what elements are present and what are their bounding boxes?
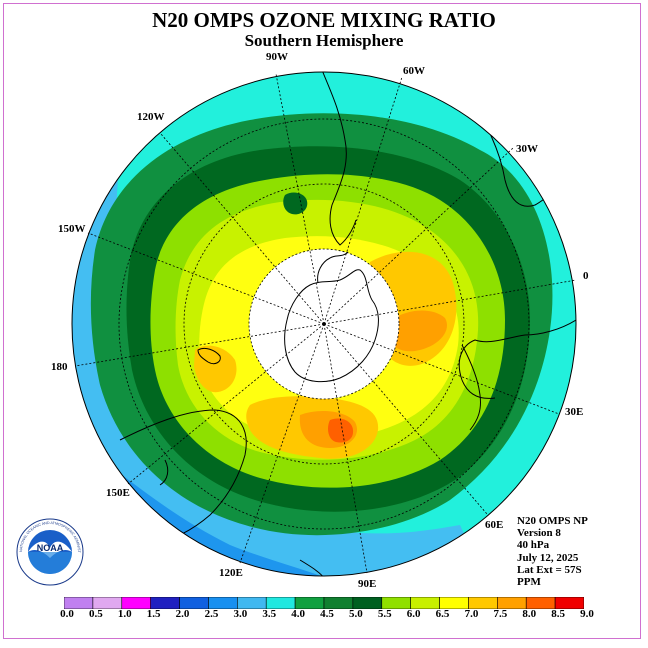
meridian-60w (323, 76, 403, 325)
meridian-60e (323, 323, 488, 515)
antarctic-peninsula (317, 251, 349, 284)
colorbar-tick-label: 3.5 (262, 608, 277, 620)
pressure-label: 40 hPa (517, 539, 550, 552)
lon-label-90e: 90E (358, 578, 376, 590)
band-5-0-patch (283, 192, 308, 215)
band-7-5-east (385, 310, 448, 352)
colorbar-tick-label: 1.5 (146, 608, 161, 620)
graticule (74, 73, 577, 574)
colorbar-tick-label: 7.5 (493, 608, 508, 620)
longitude-labels: 90W 60W 30W 0 30E 60E 90E 120E 150E 180 … (51, 51, 589, 590)
antarctica-coastline (284, 269, 379, 383)
logo-bird-icon (28, 541, 72, 558)
band-7-0-west (194, 345, 237, 393)
colorbar-tick-label: 9.0 (580, 608, 594, 620)
logo-water (28, 552, 72, 574)
colorbar-tick-label: 2.0 (175, 608, 190, 620)
lon-label-90w: 90W (266, 51, 288, 63)
noaa-logo: NOAA NATIONAL OCEANIC AND ATMOSPHERIC AD… (16, 518, 84, 586)
lon-label-180: 180 (51, 361, 68, 373)
indian-ocean-coast (299, 559, 327, 576)
lon-label-120w: 120W (137, 111, 165, 123)
madagascar (461, 344, 481, 431)
band-8-0 (328, 418, 354, 443)
logo-text: NOAA (37, 543, 64, 553)
version-label: Version 8 (517, 527, 561, 540)
colorbar-tick-label: 4.0 (291, 608, 305, 620)
lon-label-60w: 60W (403, 65, 425, 77)
colorbar-tick-label: 6.5 (435, 608, 450, 620)
south-america-coastline (321, 72, 357, 246)
meridian-120w (160, 133, 325, 325)
lat-ext-label: Lat Ext = 57S (517, 563, 582, 576)
tasmania (159, 459, 169, 486)
colorbar-tick-label: 5.0 (349, 608, 363, 620)
map-title: N20 OMPS OZONE MIXING RATIO (152, 8, 496, 32)
map-boundary (71, 71, 577, 577)
colorbar-tick-label: 3.0 (233, 608, 248, 620)
meridian-90w (275, 73, 325, 325)
colorbar-tick-label: 6.0 (406, 608, 421, 620)
meridian-30w (323, 147, 514, 325)
lat-circle-inner (248, 248, 400, 400)
colorbar-tick-label: 8.5 (551, 608, 565, 620)
instrument-label: N20 OMPS NP (517, 515, 588, 527)
south-pole-marker (322, 322, 326, 326)
colorbar-tick-label: 5.5 (377, 608, 392, 620)
africa-south-coastline (458, 319, 576, 399)
lon-label-0: 0 (583, 270, 589, 282)
lon-label-120e: 120E (219, 567, 243, 579)
meridian-30e (323, 323, 560, 415)
lat-circle-outer (118, 118, 530, 530)
lat-circle-mid (183, 183, 465, 465)
colorbar-tick-label: 4.5 (320, 608, 334, 620)
lon-label-30e: 30E (565, 406, 583, 418)
colorbar (64, 597, 584, 609)
colorbar-tick-label: 8.0 (522, 608, 537, 620)
units-label: PPM (517, 576, 541, 589)
colorbar-tick-label: 7.0 (464, 608, 479, 620)
colorbar-tick-label: 0.0 (60, 608, 74, 620)
colorbar-tick-label: 1.0 (117, 608, 132, 620)
new-zealand (197, 347, 221, 365)
lon-label-150e: 150E (106, 487, 130, 499)
lon-label-60e: 60E (485, 519, 503, 531)
metadata-panel: N20 OMPS NP Version 8 40 hPa July 12, 20… (517, 515, 588, 588)
colorbar-tick-label: 2.5 (204, 608, 219, 620)
lon-label-30w: 30W (516, 143, 538, 155)
map-subtitle: Southern Hemisphere (244, 31, 404, 50)
lon-label-150w: 150W (58, 223, 86, 235)
meridian-0 (323, 279, 577, 325)
date-label: July 12, 2025 (517, 551, 579, 564)
colorbar-tick-label: 0.5 (89, 608, 103, 620)
